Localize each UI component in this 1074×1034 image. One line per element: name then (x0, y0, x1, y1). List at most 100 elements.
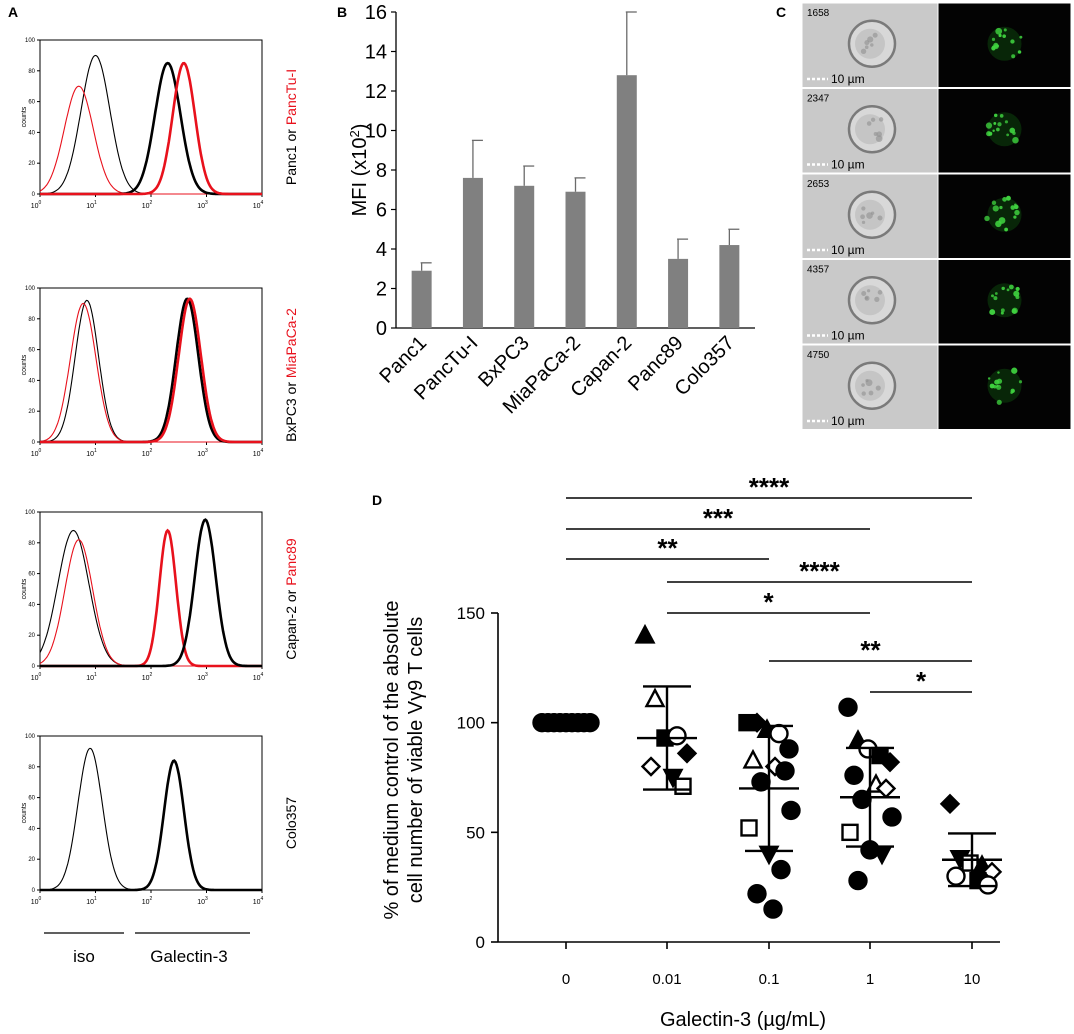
x-tick-exponent: 4 (261, 672, 264, 678)
x-tick-base: 10 (197, 203, 205, 210)
panel-label-a: A (8, 4, 18, 20)
bar-colo357 (719, 245, 740, 328)
fluorescence-spot (987, 377, 991, 380)
data-point (747, 884, 767, 904)
plot-frame (39, 39, 263, 195)
cell-texture (870, 211, 875, 215)
fluorescence-spot (1011, 389, 1015, 393)
fluorescence-spot (995, 220, 1002, 228)
x-tick-exponent: 0 (39, 896, 42, 902)
y-tick-label: 0 (32, 440, 36, 446)
x-tick-exponent: 0 (39, 672, 42, 678)
fluorescence-spot (1005, 195, 1011, 201)
y-tick-label: 12 (365, 81, 387, 103)
fluorescence-spot (1008, 284, 1014, 290)
x-tick-exponent: 0 (39, 200, 42, 206)
y-tick-label: 0 (376, 318, 387, 340)
y-tick-label: 14 (365, 42, 387, 64)
data-point (848, 870, 868, 891)
data-point (838, 697, 858, 718)
data-point (769, 723, 789, 744)
y-tick-label: 100 (25, 38, 36, 44)
data-point (644, 687, 666, 708)
significance-label: **** (749, 472, 790, 502)
x-tick-label: 102 (142, 896, 153, 906)
fluorescence-glow (987, 26, 1022, 61)
y-tick-label: 16 (365, 2, 387, 24)
y-tick-label: 100 (457, 714, 485, 733)
y-tick-label: 50 (466, 823, 485, 842)
panel-label-c: C (776, 4, 786, 20)
data-point (844, 765, 864, 786)
fluorescence-spot (991, 45, 996, 49)
cell-texture (865, 379, 873, 387)
fluorescence-spot (1004, 120, 1009, 124)
cell-line-black: BxPC3 (283, 398, 299, 442)
y-tick-label: 20 (28, 633, 35, 639)
x-tick-base: 10 (142, 451, 150, 458)
x-tick-base: 10 (86, 675, 94, 682)
summary-3 (840, 746, 900, 848)
fluorescence-spot (984, 215, 990, 222)
cell-texture (877, 290, 883, 295)
y-tick-label: 80 (28, 765, 35, 771)
cell-row-3: 2653 10 µm (801, 173, 1072, 259)
y-tick-label: 0 (476, 933, 485, 952)
fluorescence-spot (996, 378, 1003, 384)
cell-texture (872, 32, 878, 38)
cell-texture (867, 36, 874, 43)
fluorescence-spot (1014, 203, 1017, 207)
fluorescence-spot (988, 131, 993, 136)
cell-line-label: Panc1 or PancTu-I (283, 69, 299, 185)
cell-texture (875, 135, 883, 142)
y-tick-label: 6 (376, 200, 387, 222)
y-tick-label: 80 (28, 317, 35, 323)
significance-label: **** (799, 556, 840, 586)
y-axis-label: counts (21, 354, 28, 375)
x-tick-label: 100 (31, 200, 42, 210)
histogram-curve (39, 299, 262, 443)
scale-label: 10 µm (831, 72, 865, 86)
data-point (740, 819, 758, 837)
x-tick-label: 101 (86, 448, 97, 458)
histogram-curve (40, 54, 262, 195)
cell-line-or: or (283, 586, 299, 606)
fluorescence-spot (989, 383, 995, 389)
legend-galectin-label: Galectin-3 (150, 947, 227, 966)
x-tick-label: 103 (197, 200, 208, 210)
cell-row-4: 4357 10 µm (801, 259, 1072, 345)
cell-line-label: BxPC3 or MiaPaCa-2 (283, 308, 299, 442)
fluorescence-spot (996, 44, 1000, 48)
y-tick-label: 100 (25, 734, 36, 740)
cell-row-2: 2347 10 µm (801, 88, 1072, 174)
y-axis-label-line1: % of medium control of the absolute (381, 600, 403, 919)
y-tick-label: 100 (25, 286, 36, 292)
fluorescence-spot (999, 114, 1004, 118)
x-tick-label: 101 (86, 672, 97, 682)
cell-texture (861, 220, 866, 225)
x-tick-label: 104 (253, 672, 264, 682)
cell-texture (864, 45, 869, 50)
x-tick-label: 0.1 (759, 971, 780, 988)
fluorescence-spot (993, 122, 997, 125)
y-tick-label: 150 (457, 604, 485, 623)
cell-texture (868, 390, 874, 396)
fluorescence-spot (994, 292, 998, 295)
significance-label: * (916, 666, 927, 696)
data-point (879, 751, 901, 773)
cell-row-1: 1658 10 µm (801, 2, 1072, 88)
x-tick-exponent: 1 (94, 672, 97, 678)
fluorescence-spot (1019, 35, 1023, 39)
panel-d-scatter-chart: 0 50 100 150 0 0.01 0.1 1 10 Galectin-3 (µg/mL) % … (381, 472, 1003, 1031)
fluorescence-spot (1000, 311, 1004, 315)
histogram-curve (40, 759, 262, 892)
y-axis-label: % of medium control of the absolute cell … (381, 600, 427, 919)
cell-id: 1658 (807, 8, 830, 19)
x-tick-label: 100 (31, 896, 42, 906)
y-tick-label: 60 (28, 348, 35, 354)
x-tick-label: 0.01 (652, 971, 681, 988)
data-point (676, 743, 698, 764)
x-tick-label: 102 (142, 448, 153, 458)
